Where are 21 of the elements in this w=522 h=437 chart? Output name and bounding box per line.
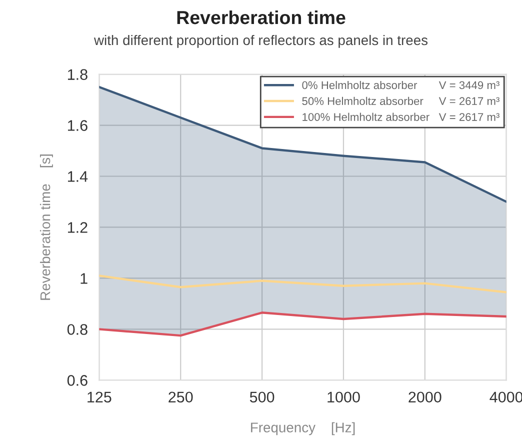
legend-label: 50% Helmholtz absorber V = 2617 m³ <box>302 96 500 106</box>
x-axis-title: Frequency [Hz] <box>251 422 355 436</box>
x-tick-label: 250 <box>168 392 193 403</box>
x-tick-label: 1000 <box>328 392 360 403</box>
x-tick-label: 500 <box>250 392 274 403</box>
x-tick-label: 125 <box>88 392 112 403</box>
x-tick-label: 2000 <box>408 392 442 403</box>
legend-label: 0% Helmholtz absorber V = 3449 m³ <box>302 80 500 90</box>
y-tick-label: 0.8 <box>67 324 88 335</box>
y-tick-label: 0.6 <box>67 375 88 386</box>
y-tick-label: 1.8 <box>68 69 88 80</box>
line-series <box>99 312 506 337</box>
line-series <box>99 274 506 294</box>
y-tick-label: 1 <box>80 273 88 284</box>
legend-label: 100% Helmholtz absorber V = 2617 m³ <box>302 112 500 121</box>
y-axis-title: Reverberation time [s] <box>40 154 53 300</box>
y-tick-label: 1.6 <box>68 120 88 131</box>
y-tick-label: 1.2 <box>68 222 88 233</box>
chart-subtitle: with different proportion of reflectors as panels in trees <box>94 34 428 48</box>
chart-title: Reverberation time <box>177 10 346 24</box>
y-tick-label: 1.4 <box>68 171 88 182</box>
